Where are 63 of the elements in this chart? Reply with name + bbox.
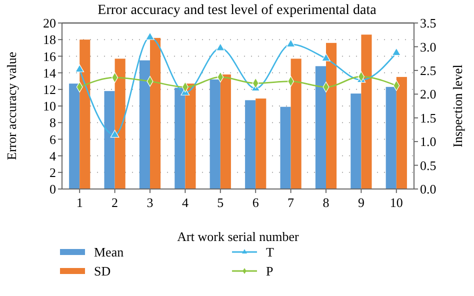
bar	[315, 66, 326, 189]
legend-label: SD	[94, 264, 111, 279]
y-axis-title: Error accuracy value	[4, 52, 19, 160]
point	[216, 43, 225, 51]
y-tick-label: 4	[50, 148, 56, 164]
bar	[361, 34, 372, 189]
bar	[256, 98, 266, 189]
x-tick-label: 6	[252, 195, 260, 210]
bar	[245, 100, 256, 189]
point	[286, 39, 296, 48]
point	[322, 53, 330, 62]
bar	[150, 38, 161, 189]
y-tick-label: 16	[43, 48, 56, 64]
bar	[290, 58, 302, 189]
x-tick-label: 9	[358, 195, 364, 210]
bar	[280, 106, 291, 189]
y-tick-label: 18	[43, 32, 56, 48]
bar	[139, 60, 150, 189]
y-tick-label: 10	[43, 98, 56, 114]
y2-axis-title: Inspection level	[450, 64, 465, 148]
y2-tick-label: 2.0	[420, 86, 436, 102]
bar	[80, 40, 90, 189]
bar	[210, 79, 220, 189]
y2-tick-label: 1.5	[420, 110, 436, 126]
point	[392, 48, 401, 56]
bar	[220, 74, 231, 189]
bar	[350, 94, 362, 189]
bar	[396, 76, 407, 189]
y2-tick-label: 3.5	[420, 16, 436, 31]
legend-label: Mean	[94, 244, 124, 260]
bar	[69, 84, 80, 189]
y-tick-label: 6	[50, 132, 56, 147]
bar	[174, 88, 186, 189]
y-tick-label: 20	[43, 16, 56, 31]
bar	[386, 86, 396, 189]
x-tick-label: 1	[76, 195, 83, 210]
point	[75, 64, 84, 72]
legend-label: T	[266, 244, 274, 260]
y-tick-label: 14	[43, 65, 56, 80]
x-tick-label: 4	[182, 195, 189, 210]
bar	[185, 84, 196, 189]
y-tick-label: 8	[50, 115, 56, 130]
x-axis-title: Art work serial number	[177, 229, 300, 244]
bar	[114, 58, 126, 189]
y2-tick-label: 2.5	[420, 62, 436, 78]
x-tick-label: 3	[146, 195, 154, 210]
x-tick-label: 2	[112, 195, 118, 210]
point	[146, 32, 154, 40]
x-tick-label: 10	[390, 195, 403, 210]
chart-title: Error accuracy and test level of experimental data	[98, 3, 378, 18]
y2-tick-label: 0.0	[420, 182, 436, 197]
y-tick-label: 0	[50, 182, 56, 197]
bar	[104, 91, 115, 189]
bar	[326, 42, 337, 189]
x-tick-label: 8	[322, 195, 330, 210]
x-tick-label: 7	[288, 195, 295, 210]
x-tick-label: 5	[217, 195, 224, 210]
y2-tick-label: 0.5	[420, 158, 436, 173]
legend-label: P	[266, 264, 274, 279]
y-tick-label: 2	[50, 164, 56, 180]
y2-tick-label: 3.0	[420, 39, 436, 54]
y-tick-label: 12	[43, 82, 56, 97]
y2-tick-label: 1.0	[420, 134, 436, 150]
